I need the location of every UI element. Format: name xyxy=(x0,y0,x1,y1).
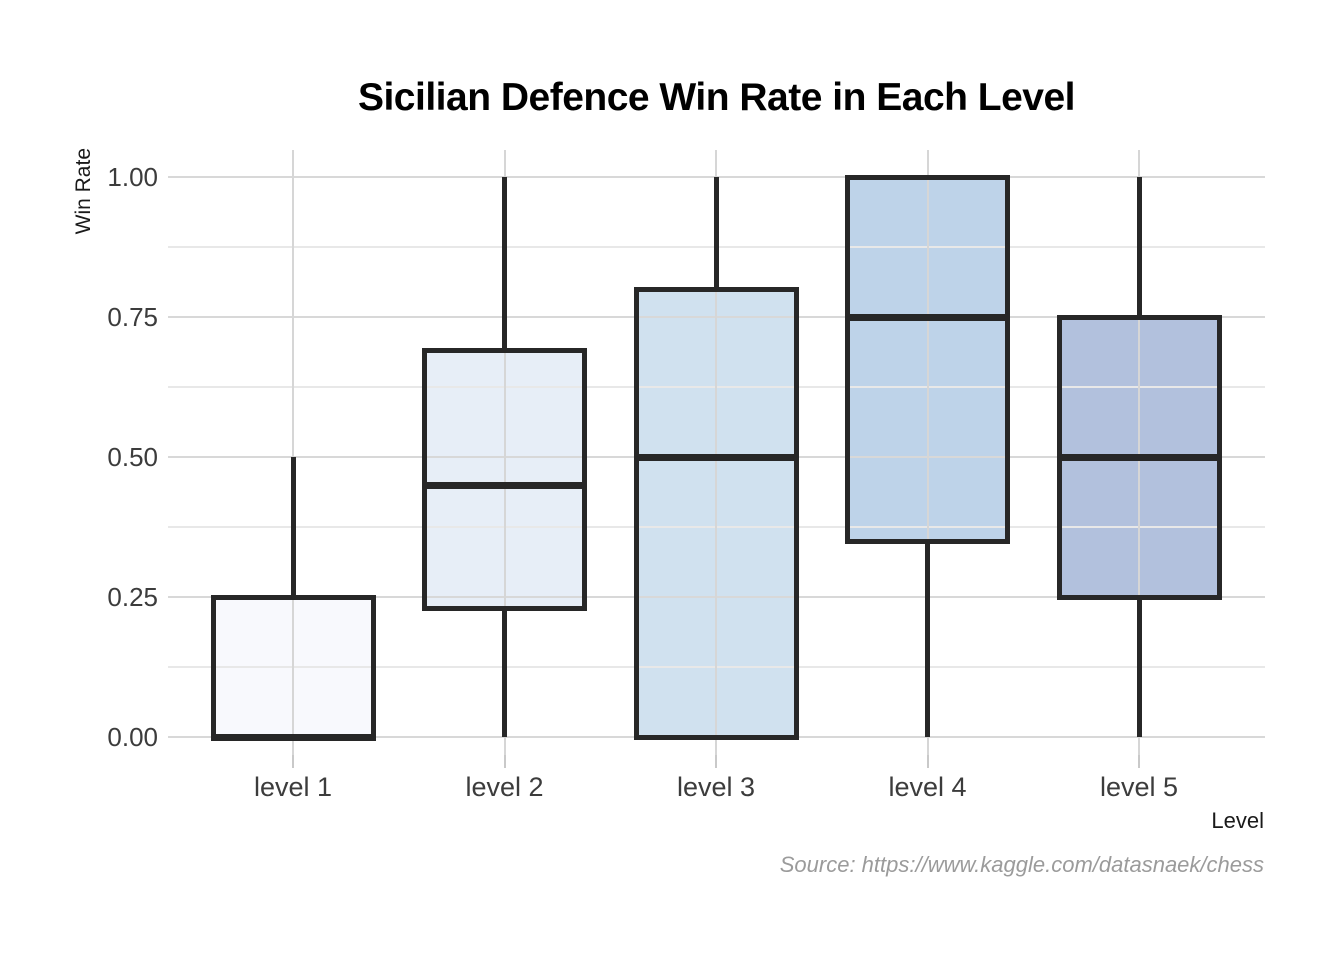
x-tick-label: level 1 xyxy=(253,772,333,802)
gridline-category xyxy=(1138,150,1140,755)
y-tick-label: 0.50 xyxy=(107,442,158,472)
x-tick-label: level 5 xyxy=(1099,772,1179,802)
y-tick-label: 1.00 xyxy=(107,162,158,192)
boxplot-level-1 xyxy=(210,594,376,740)
median-line xyxy=(845,313,1010,321)
source-note: Source: https://www.kaggle.com/datasnaek… xyxy=(779,852,1264,877)
upper-whisker xyxy=(713,177,719,289)
y-tick-label: 0.25 xyxy=(107,582,158,612)
lower-whisker xyxy=(1136,597,1142,737)
median-line xyxy=(210,733,376,741)
boxplot-level-4 xyxy=(845,174,1010,544)
boxplot-level-2 xyxy=(422,348,587,611)
chart-title: Sicilian Defence Win Rate in Each Level xyxy=(357,76,1076,119)
lower-whisker xyxy=(925,541,930,737)
gridline-category xyxy=(715,150,717,755)
x-axis-tick xyxy=(926,755,929,768)
x-tick-label: level 3 xyxy=(676,772,756,802)
y-tick-label: 0.75 xyxy=(107,302,158,332)
upper-whisker xyxy=(290,457,296,597)
upper-whisker xyxy=(1136,177,1142,317)
x-axis-tick xyxy=(715,755,717,768)
x-axis-tick xyxy=(292,755,294,768)
x-axis-tick xyxy=(1138,755,1140,768)
x-tick-label: level 4 xyxy=(888,772,967,802)
gridline-category xyxy=(292,150,294,755)
y-tick-label: 0.00 xyxy=(107,722,158,752)
median-line xyxy=(1056,453,1222,461)
x-tick-label: level 2 xyxy=(465,772,544,802)
boxplot-level-3 xyxy=(633,286,799,740)
median-line xyxy=(422,481,587,489)
gridline-category xyxy=(503,150,506,755)
upper-whisker xyxy=(502,177,507,351)
gridline-category xyxy=(926,150,929,755)
median-line xyxy=(633,453,799,461)
lower-whisker xyxy=(502,608,507,737)
x-axis-title: Level xyxy=(1211,808,1264,833)
x-axis-tick xyxy=(503,755,506,768)
